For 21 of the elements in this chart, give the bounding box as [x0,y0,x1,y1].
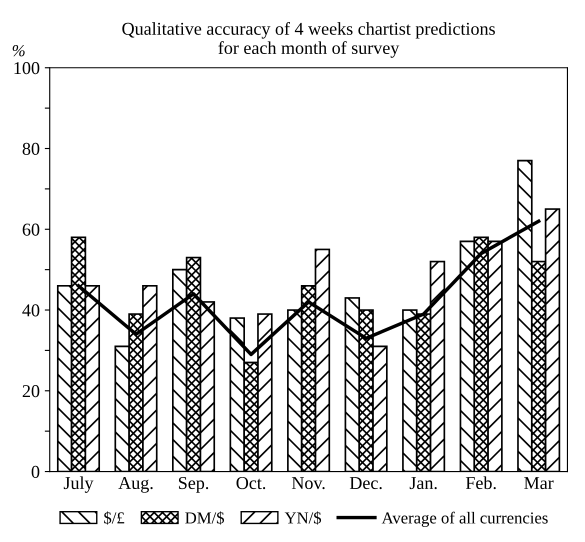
legend-label: $/£ [104,511,124,525]
y-tick-label: 60 [22,224,40,236]
legend-label: Average of all currencies [382,512,548,527]
y-tick-label: 0 [32,466,40,478]
x-tick-label: Nov. [292,477,325,490]
x-tick-label: Oct. [236,476,266,490]
x-tick-label: July [64,476,94,493]
y-tick-label: 80 [22,142,40,155]
x-tick-label: Jan. [410,477,437,490]
y-tick-label: 40 [22,304,40,316]
x-tick-label: Feb. [466,476,496,490]
legend-label: DM/$ [185,511,224,525]
chart-title: Qualitative accuracy of 4 weeks chartist predictions for each month of survey [122,22,495,58]
y-tick-label: 20 [22,385,40,398]
legend-label: YN/$ [284,511,322,525]
y-axis-title: % [12,45,25,56]
x-tick-label: Dec. [350,477,382,490]
x-tick-label: Mar [524,477,554,490]
x-tick-label: Aug. [118,476,153,493]
x-tick-label: Sep. [178,476,208,493]
y-tick-label: 100 [14,62,40,74]
